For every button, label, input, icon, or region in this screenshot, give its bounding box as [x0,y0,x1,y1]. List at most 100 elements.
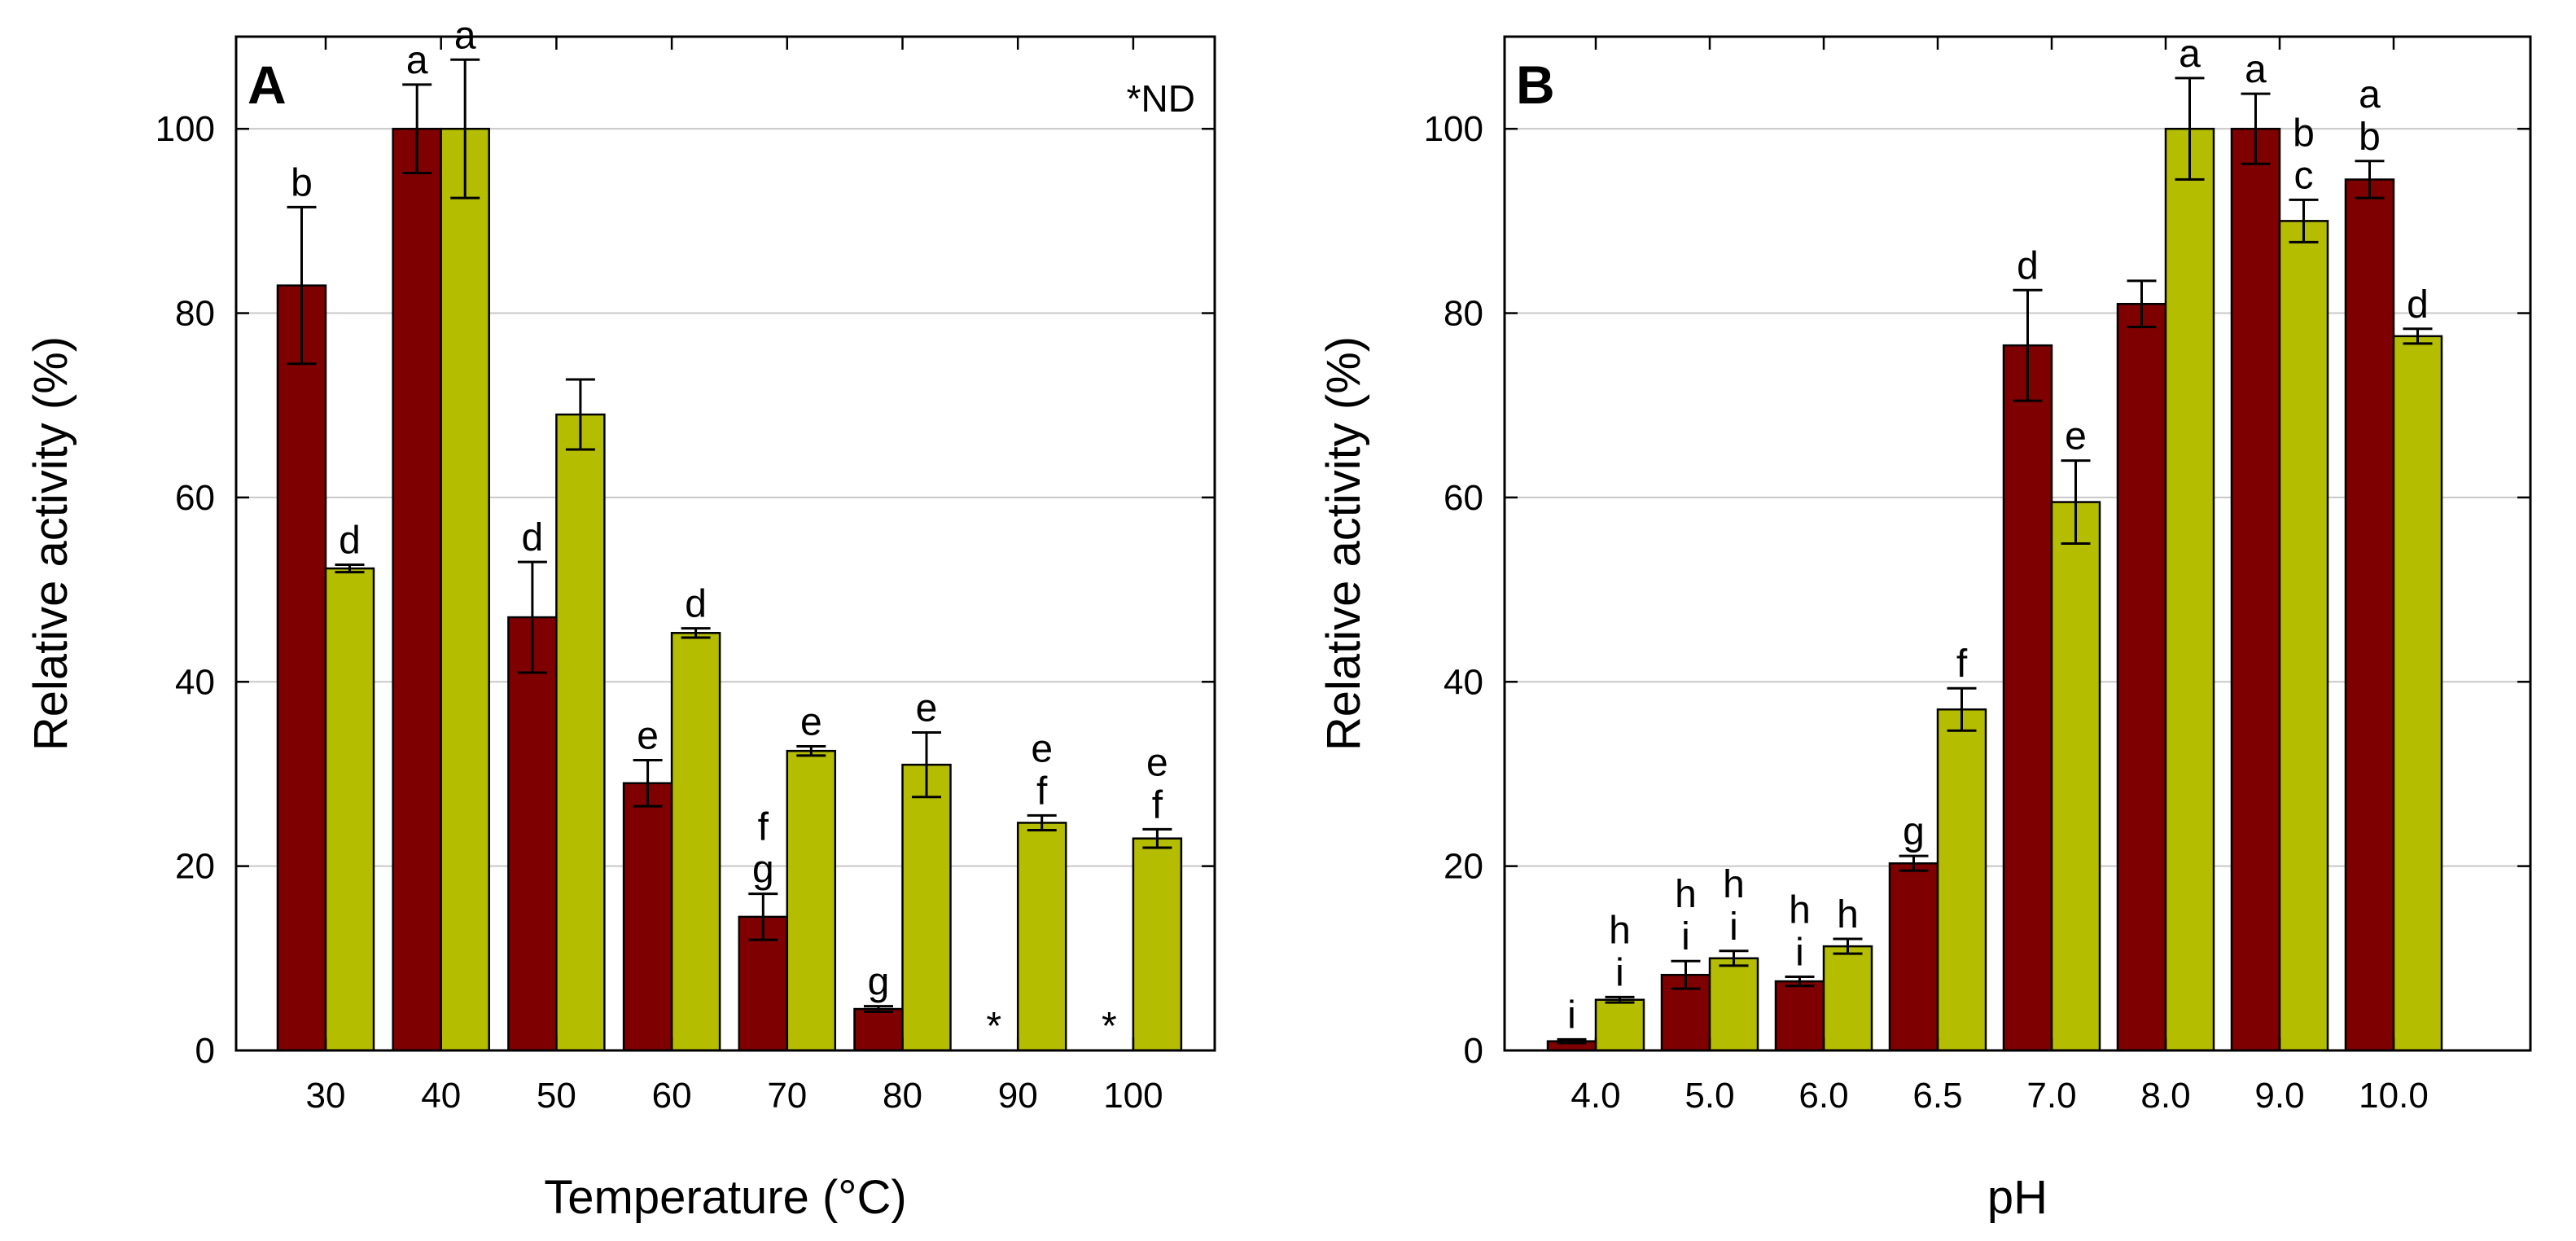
x-tick-label: 60 [652,1076,692,1116]
significance-label: i [1795,931,1804,974]
significance-label: * [986,1005,1001,1048]
significance-label: e [916,687,938,730]
significance-label: a [2245,48,2267,91]
significance-label: a [406,39,428,82]
y-tick-label: 0 [195,1031,215,1071]
bar [555,413,606,1052]
significance-label: b [2359,116,2381,159]
bar [1708,957,1759,1052]
bar [1774,980,1825,1052]
significance-label: c [2294,154,2314,197]
bar [2164,127,2215,1052]
bar [2278,220,2329,1052]
significance-label: g [752,849,774,892]
significance-label: h [1723,863,1745,906]
x-tick-label: 9.0 [2254,1076,2304,1116]
significance-label: a [2359,73,2381,116]
bar [324,567,375,1052]
x-tick-label: 90 [998,1076,1038,1116]
y-tick-label: 80 [1444,294,1483,334]
significance-label: b [2293,112,2315,155]
x-tick-label: 50 [537,1076,576,1116]
y-tick-label: 40 [175,662,215,702]
plot-frame [1503,35,2532,1052]
y-tick-label: 60 [175,478,215,518]
x-axis-title: Temperature (°C) [544,1171,906,1224]
bar [786,749,837,1052]
x-tick-label: 40 [421,1076,461,1116]
x-tick-label: 8.0 [2140,1076,2190,1116]
y-tick-label: 60 [1444,478,1483,518]
bar [2392,335,2443,1052]
x-tick-label: 10.0 [2359,1076,2429,1116]
significance-label: g [868,961,890,1004]
significance-label: d [685,583,707,626]
y-tick-label: 0 [1464,1031,1483,1071]
x-tick-label: 7.0 [2026,1076,2076,1116]
significance-label: g [1903,810,1925,853]
bar [2116,302,2167,1052]
bar [901,763,952,1052]
significance-label: e [800,701,822,744]
x-tick-label: 30 [306,1076,346,1116]
bar [853,1007,904,1052]
significance-label: * [1102,1005,1117,1048]
significance-label: b [291,161,313,204]
x-tick-label: 6.5 [1912,1076,1962,1116]
bar [1936,708,1987,1052]
significance-label: d [339,520,361,563]
significance-label: f [1036,770,1048,813]
bar [2050,501,2101,1052]
bar [622,782,673,1052]
x-tick-label: 100 [1103,1076,1163,1116]
significance-label: d [2017,244,2039,287]
significance-label: i [1567,993,1576,1037]
y-tick-label: 40 [1444,662,1483,702]
panel-label: B [1516,55,1555,115]
bar [670,632,721,1052]
significance-label: i [1681,915,1690,958]
panel-label: A [248,55,287,115]
panel-a: bd30aa40d50ed60fge70ge80*ef90*ef10002040… [24,14,1216,1224]
bar [2344,178,2395,1052]
bar [2230,127,2281,1052]
significance-label: f [758,806,769,849]
x-tick-label: 70 [767,1076,807,1116]
significance-label: i [1615,951,1624,994]
significance-label: h [1675,873,1697,916]
legend-note: *ND [1127,77,1195,120]
significance-label: h [1609,909,1631,952]
x-tick-label: 80 [883,1076,922,1116]
significance-label: i [1729,906,1738,949]
x-tick-label: 5.0 [1684,1076,1734,1116]
y-axis-title: Relative activity (%) [1317,336,1370,751]
bar [276,284,327,1052]
significance-label: f [1152,783,1163,827]
x-axis-title: pH [1987,1171,2048,1224]
y-tick-label: 100 [156,109,215,149]
bar [392,127,442,1052]
bar [507,616,558,1052]
significance-label: f [1956,642,1968,686]
significance-label: e [1146,741,1168,784]
significance-label: d [522,516,544,559]
y-axis-title: Relative activity (%) [24,336,77,751]
significance-label: h [1837,893,1859,936]
y-tick-label: 20 [175,847,215,887]
panel-b: ihi4.0hihi5.0hih6.0gf6.5de7.0a8.0abc9.0a… [1317,33,2532,1224]
significance-label: e [2065,415,2087,458]
significance-label: h [1789,888,1811,932]
y-tick-label: 100 [1424,109,1483,149]
y-tick-label: 20 [1444,847,1483,887]
bar [1016,822,1067,1052]
significance-label: e [1031,727,1053,770]
significance-label: e [637,714,659,757]
significance-label: d [2407,283,2429,327]
bar [2002,344,2053,1052]
significance-label: a [2179,33,2201,76]
bar [1594,998,1645,1052]
x-tick-label: 4.0 [1571,1076,1620,1116]
bar [1132,837,1183,1052]
bar [1888,862,1939,1052]
